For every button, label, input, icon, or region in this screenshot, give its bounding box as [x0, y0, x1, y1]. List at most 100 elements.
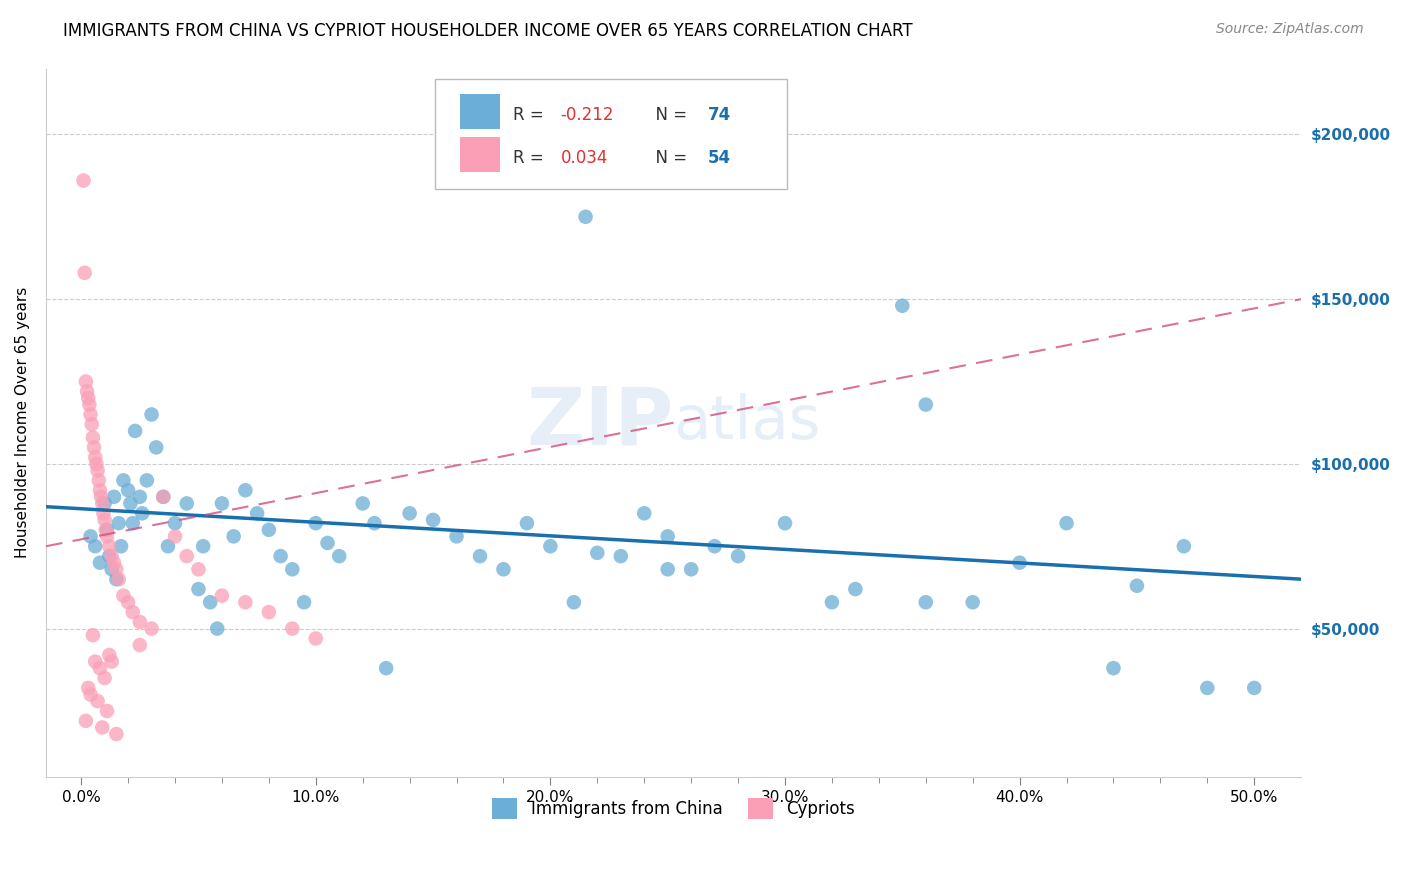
- Point: [75, 714, 97, 728]
- Text: atlas: atlas: [673, 393, 821, 452]
- Point: [93, 496, 115, 510]
- Point: [107, 572, 129, 586]
- Point: [141, 408, 163, 422]
- Point: [610, 549, 633, 563]
- Point: [112, 589, 135, 603]
- Point: [211, 589, 233, 603]
- Point: [105, 727, 128, 741]
- Point: [84, 539, 107, 553]
- Point: [1008, 556, 1031, 570]
- Point: [83, 441, 105, 455]
- Point: [657, 529, 679, 543]
- Point: [187, 562, 209, 576]
- FancyBboxPatch shape: [460, 94, 501, 129]
- Point: [1102, 661, 1125, 675]
- Point: [492, 562, 515, 576]
- Point: [103, 490, 125, 504]
- Point: [82, 628, 104, 642]
- Point: [891, 299, 914, 313]
- Point: [76, 384, 98, 399]
- Point: [246, 506, 269, 520]
- Point: [305, 632, 328, 646]
- Point: [93, 671, 115, 685]
- Text: R =: R =: [513, 149, 548, 167]
- Point: [176, 549, 198, 563]
- Text: Source: ZipAtlas.com: Source: ZipAtlas.com: [1216, 22, 1364, 37]
- Point: [103, 556, 125, 570]
- Point: [562, 595, 585, 609]
- Point: [681, 562, 703, 576]
- Point: [135, 474, 157, 488]
- Point: [128, 490, 150, 504]
- Point: [1056, 516, 1078, 531]
- Point: [270, 549, 292, 563]
- Point: [468, 549, 491, 563]
- Point: [90, 490, 112, 504]
- Point: [211, 496, 233, 510]
- Point: [72, 173, 94, 187]
- Point: [281, 622, 304, 636]
- Point: [131, 506, 153, 520]
- Point: [727, 549, 749, 563]
- Point: [91, 721, 114, 735]
- Point: [128, 615, 150, 629]
- Point: [574, 210, 596, 224]
- Point: [86, 694, 108, 708]
- Point: [200, 595, 222, 609]
- Point: [117, 483, 139, 498]
- Point: [96, 704, 118, 718]
- Point: [107, 516, 129, 531]
- Point: [156, 539, 179, 553]
- Point: [93, 513, 115, 527]
- Text: R =: R =: [513, 106, 548, 124]
- Text: 0.034: 0.034: [561, 149, 607, 167]
- Point: [89, 556, 111, 570]
- Point: [96, 523, 118, 537]
- Point: [91, 496, 114, 510]
- Point: [657, 562, 679, 576]
- Point: [422, 513, 444, 527]
- Point: [1173, 539, 1195, 553]
- Point: [152, 490, 174, 504]
- Point: [235, 483, 257, 498]
- Point: [128, 638, 150, 652]
- Point: [163, 516, 186, 531]
- Point: [703, 539, 725, 553]
- Point: [93, 506, 115, 520]
- Point: [222, 529, 245, 543]
- Legend: Immigrants from China, Cypriots: Immigrants from China, Cypriots: [486, 791, 862, 825]
- Point: [94, 523, 117, 537]
- Point: [1126, 579, 1149, 593]
- Point: [257, 523, 280, 537]
- Point: [235, 595, 257, 609]
- Point: [328, 549, 350, 563]
- Point: [77, 391, 100, 405]
- Point: [187, 582, 209, 596]
- Point: [191, 539, 214, 553]
- Point: [121, 516, 143, 531]
- Point: [207, 622, 229, 636]
- Point: [914, 398, 936, 412]
- Point: [352, 496, 374, 510]
- Point: [446, 529, 468, 543]
- Point: [586, 546, 609, 560]
- Point: [86, 463, 108, 477]
- Point: [98, 648, 121, 662]
- Point: [105, 572, 128, 586]
- Point: [163, 529, 186, 543]
- Point: [292, 595, 315, 609]
- Point: [79, 398, 101, 412]
- Point: [84, 450, 107, 465]
- Point: [145, 441, 167, 455]
- Text: 54: 54: [707, 149, 731, 167]
- Point: [914, 595, 936, 609]
- Point: [821, 595, 844, 609]
- Point: [79, 688, 101, 702]
- Point: [1197, 681, 1219, 695]
- Point: [516, 516, 538, 531]
- Point: [538, 539, 561, 553]
- Point: [98, 549, 121, 563]
- Point: [82, 430, 104, 444]
- Point: [121, 605, 143, 619]
- Point: [176, 496, 198, 510]
